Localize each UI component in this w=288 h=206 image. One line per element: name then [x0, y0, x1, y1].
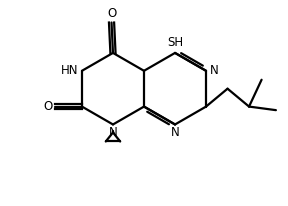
Text: HN: HN [61, 64, 79, 77]
Text: O: O [43, 100, 53, 113]
Text: N: N [109, 126, 117, 139]
Text: O: O [107, 7, 116, 20]
Text: N: N [171, 126, 179, 139]
Text: N: N [209, 64, 218, 77]
Text: SH: SH [167, 36, 183, 49]
